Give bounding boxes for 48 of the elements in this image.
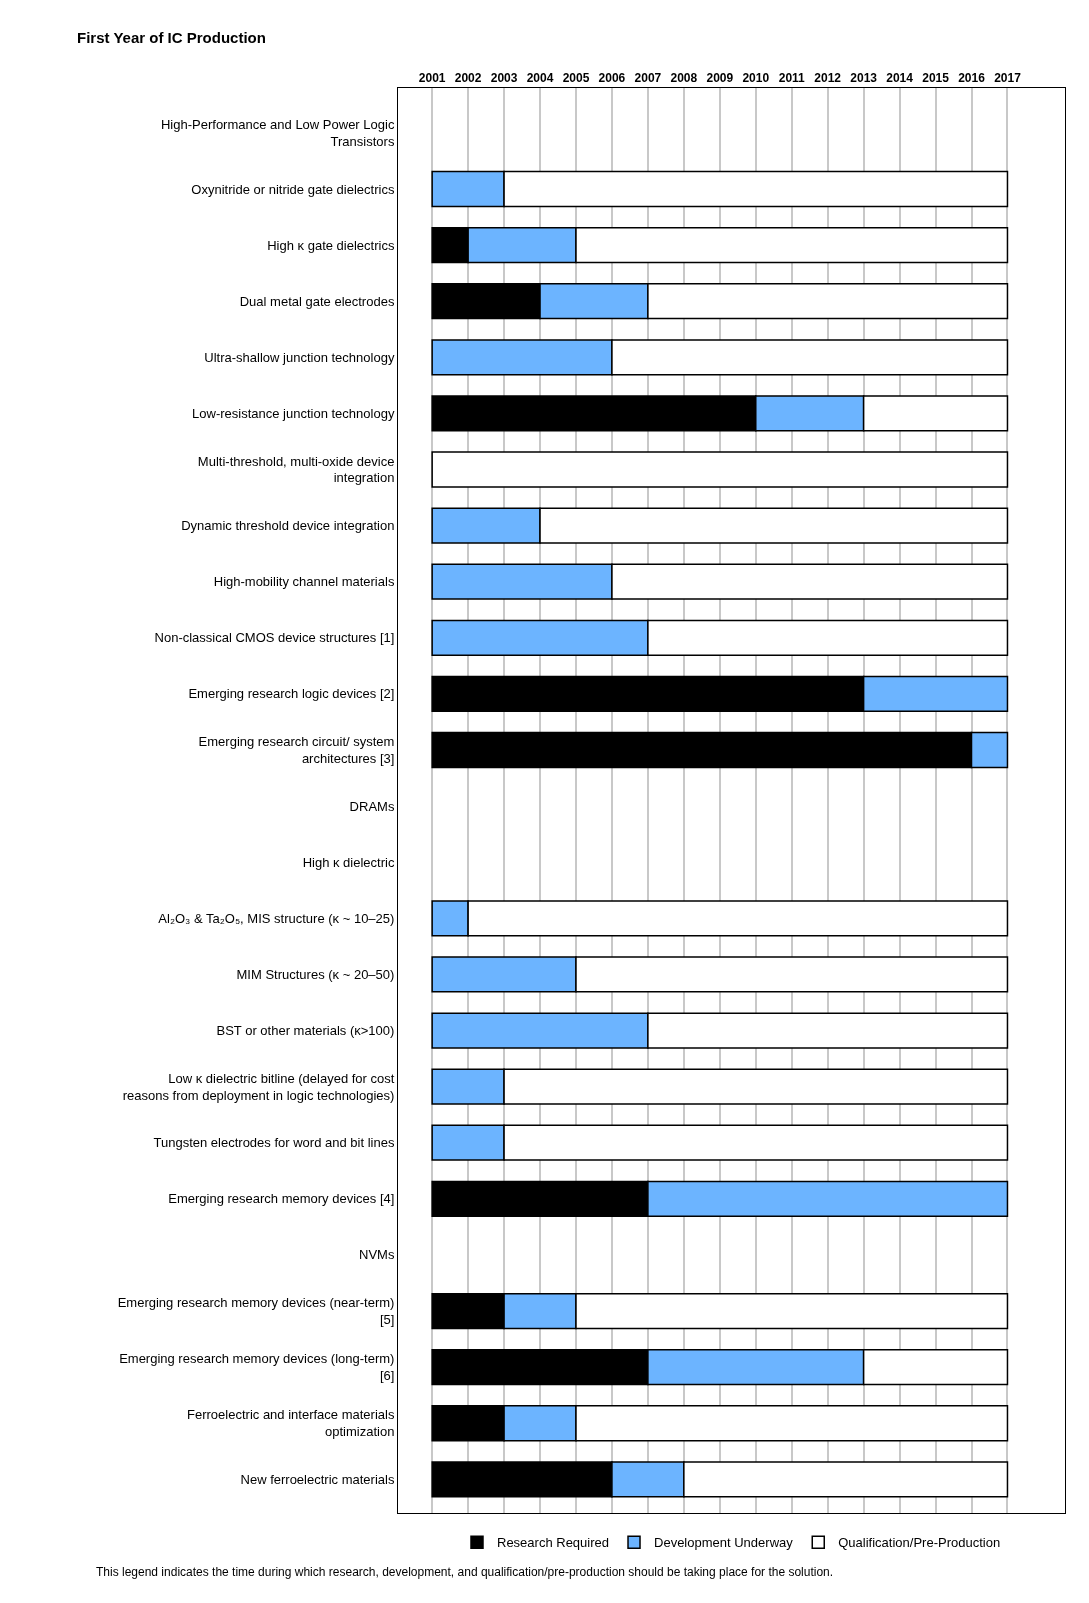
bar [431, 451, 1009, 488]
y-tick-label: Al₂O₃ & Ta₂O₅, MIS structure (κ ~ 10–25) [158, 910, 395, 926]
x-tick-label: 2015 [922, 71, 950, 86]
y-tick-label: High κ dielectric [302, 854, 395, 870]
y-tick-label: MIM Structures (κ ~ 20–50) [236, 966, 395, 982]
x-axis-title: First Year of IC Production [77, 29, 266, 46]
y-tick-label: Emerging research logic devices [2] [188, 686, 395, 702]
x-tick-label: 2009 [706, 71, 734, 86]
x-tick-label: 2004 [526, 71, 554, 86]
y-tick-label: Emerging research memory devices [4] [168, 1191, 395, 1207]
x-tick-label: 2010 [742, 71, 770, 86]
y-tick-label: Ferroelectric and interface materials optimization [187, 1407, 395, 1440]
x-tick-label: 2013 [850, 71, 878, 86]
x-tick-label: 2008 [670, 71, 698, 86]
y-tick-label: Dynamic threshold device integration [181, 518, 395, 534]
x-tick-label: 2006 [598, 71, 626, 86]
x-tick-label: 2005 [562, 71, 590, 86]
y-tick-label: Multi-threshold, multi-oxide device integration [197, 453, 395, 486]
y-tick-label: BST or other materials (κ>100) [216, 1023, 395, 1039]
legend-label: Development Underway [654, 1535, 794, 1551]
y-tick-label: High-Performance and Low Power Logic Transistors [160, 116, 395, 149]
x-tick-label: 2007 [634, 71, 662, 86]
y-tick-label: New ferroelectric materials [240, 1471, 395, 1487]
y-tick-label: Low κ dielectric bitline (delayed for cost reasons from deployment in logic technologies) [122, 1070, 395, 1103]
y-tick-label: High-mobility channel materials [213, 574, 395, 590]
x-tick-label: 2003 [490, 71, 518, 86]
x-tick-label: 2017 [994, 71, 1022, 86]
y-tick-label: NVMs [359, 1247, 395, 1263]
x-tick-label: 2016 [958, 71, 986, 86]
y-tick-label: Oxynitride or nitride gate dielectrics [191, 181, 395, 197]
legend-label: Research Required [497, 1535, 610, 1551]
y-tick-label: Dual metal gate electrodes [239, 293, 395, 309]
y-tick-label: Low-resistance junction technology [192, 405, 395, 421]
x-tick-label: 2011 [778, 71, 806, 86]
y-tick-label: DRAMs [349, 798, 395, 814]
y-tick-label: Non-classical CMOS device structures [1] [154, 630, 395, 646]
y-tick-label: Emerging research memory devices (near-term) [5] [117, 1295, 395, 1328]
x-tick-label: 2014 [886, 71, 914, 86]
x-tick-label: 2002 [454, 71, 482, 86]
y-tick-label: High κ gate dielectrics [267, 237, 395, 253]
legend-label: Qualification/Pre-Production [838, 1535, 1001, 1551]
x-tick-label: 2001 [418, 71, 446, 86]
text: This legend indicates the time during which research, development, and qualification/pre-production should be taking place for the solution. [96, 1565, 834, 1579]
y-tick-label: Emerging research memory devices (long-term) [6] [119, 1351, 395, 1384]
x-tick-label: 2012 [814, 71, 842, 86]
y-tick-label: Emerging research circuit/ system architectures [3] [198, 734, 395, 767]
y-tick-label: Tungsten electrodes for word and bit lines [153, 1135, 395, 1151]
y-tick-label: Ultra-shallow junction technology [204, 349, 395, 365]
